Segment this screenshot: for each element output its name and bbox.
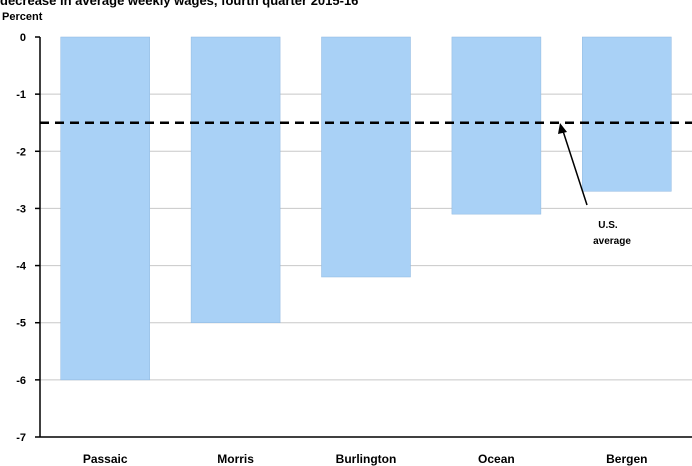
x-tick-label: Bergen <box>606 452 647 466</box>
y-tick-label: -2 <box>16 146 26 158</box>
y-tick-label: -3 <box>16 203 26 215</box>
bar <box>60 36 150 381</box>
x-tick-label: Passaic <box>83 452 128 466</box>
y-tick-label: -5 <box>16 318 26 330</box>
annotation-arrow <box>562 130 588 206</box>
y-tick-label: 0 <box>20 32 26 44</box>
bar <box>321 36 411 278</box>
annotation-label: U.S. <box>598 220 618 231</box>
y-tick-label: -7 <box>16 432 26 444</box>
x-tick-label: Ocean <box>478 452 515 466</box>
y-tick-label: -6 <box>16 375 26 387</box>
y-tick-label: -4 <box>16 261 27 273</box>
annotation-arrowhead <box>558 123 567 134</box>
x-tick-label: Morris <box>217 452 254 466</box>
bar <box>190 36 281 323</box>
bar <box>451 36 542 215</box>
chart-title: decrease in average weekly wages, fourth… <box>0 0 359 8</box>
x-tick-label: Burlington <box>336 452 397 466</box>
annotation-label: average <box>593 236 631 247</box>
bar <box>582 36 672 192</box>
y-tick-label: -1 <box>16 89 26 101</box>
y-axis-unit-label: Percent <box>2 11 43 23</box>
